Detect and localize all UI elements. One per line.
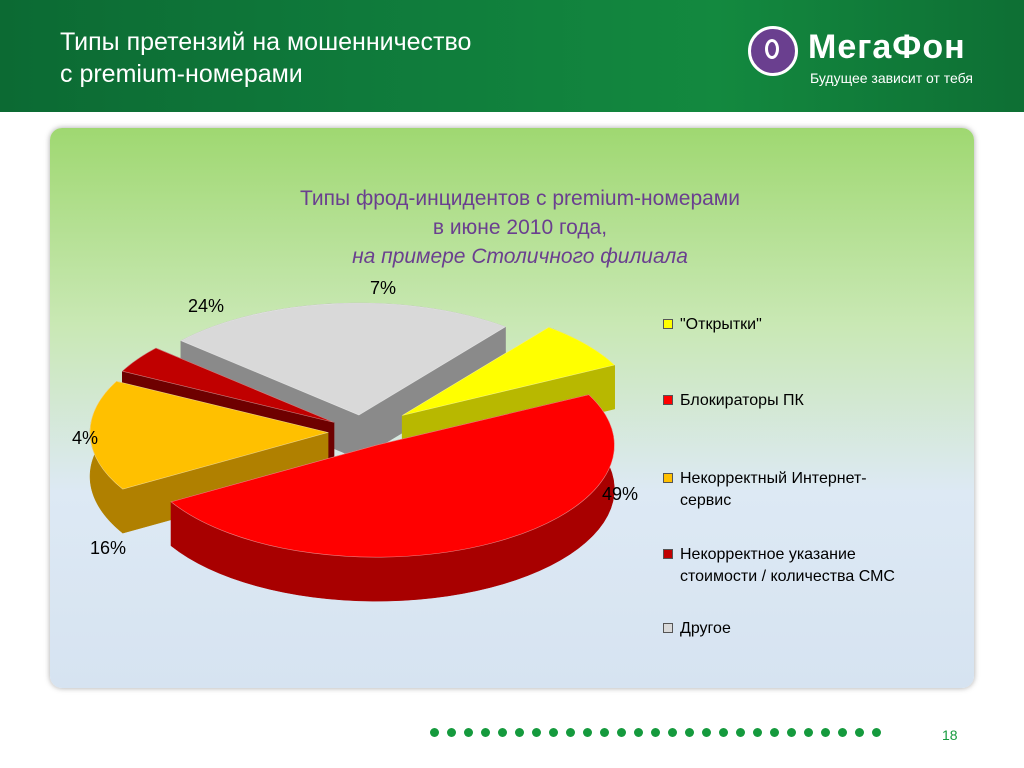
pie-slice-2 (89, 380, 330, 534)
footer-dot (753, 728, 762, 737)
footer-dot (549, 728, 558, 737)
footer-dot (770, 728, 779, 737)
data-label-0: 7% (370, 278, 397, 298)
legend-swatch-4 (663, 623, 673, 633)
footer-dot (821, 728, 830, 737)
data-label-1: 49% (602, 484, 639, 504)
footer-dot (634, 728, 643, 737)
footer-dot (583, 728, 592, 737)
footer-dot (617, 728, 626, 737)
legend-text: Другое (680, 620, 731, 637)
legend-item-0: "Открытки" (660, 314, 970, 336)
chart-title: Типы фрод-инцидентов с premium-номерами … (0, 184, 1024, 271)
logo-name: МегаФон (808, 28, 966, 66)
legend-item-1: Блокираторы ПК (660, 390, 970, 412)
footer-dot (498, 728, 507, 737)
legend-text: Некорректный Интернет- (680, 470, 867, 487)
chart-title-line3: на примере Столичного филиала (352, 245, 688, 268)
footer-dot (872, 728, 881, 737)
chart-title-line2: в июне 2010 года, (432, 216, 608, 239)
footer-dot (481, 728, 490, 737)
footer-dot (430, 728, 439, 737)
slide-title-line1: Типы претензий на мошенничество (60, 28, 472, 56)
megafon-logo: МегаФон Будущее зависит от тебя (748, 24, 1000, 94)
logo-tagline: Будущее зависит от тебя (810, 70, 973, 86)
footer-dot (600, 728, 609, 737)
legend-text: стоимости / количества СМС (680, 568, 895, 585)
footer-dot (804, 728, 813, 737)
footer-dot (651, 728, 660, 737)
footer-dot (532, 728, 541, 737)
pie-slice-1 (170, 394, 615, 602)
data-label-4: 24% (188, 296, 225, 316)
footer-dot (702, 728, 711, 737)
slide-title-line2: с premium-номерами (60, 60, 303, 88)
legend-text: сервис (680, 492, 732, 509)
header-bar: Типы претензий на мошенничество с premiu… (0, 0, 1024, 112)
legend-swatch-1 (663, 395, 673, 405)
footer-dot (566, 728, 575, 737)
footer-dot (736, 728, 745, 737)
footer-dot (685, 728, 694, 737)
footer-dots (430, 728, 890, 740)
legend-swatch-0 (663, 319, 673, 329)
footer-dot (515, 728, 524, 737)
footer-dot (787, 728, 796, 737)
legend-swatch-2 (663, 473, 673, 483)
legend-item-3: Некорректное указание стоимости / количес… (660, 544, 970, 588)
footer-dot (838, 728, 847, 737)
footer-dot (668, 728, 677, 737)
footer-dot (719, 728, 728, 737)
chart-title-line1: Типы фрод-инцидентов с premium-номерами (300, 187, 740, 210)
legend-swatch-3 (663, 549, 673, 559)
legend-item-4: Другое (660, 618, 970, 640)
legend-item-2: Некорректный Интернет-сервис (660, 468, 970, 512)
footer-dot (447, 728, 456, 737)
legend-text: Блокираторы ПК (680, 392, 804, 409)
slide-title: Типы претензий на мошенничество с premiu… (60, 26, 471, 90)
legend-text: Некорректное указание (680, 546, 856, 563)
megafon-logo-icon (748, 26, 798, 76)
legend-text: "Открытки" (680, 316, 762, 333)
data-label-3: 4% (72, 428, 99, 448)
footer-dot (464, 728, 473, 737)
page-number: 18 (942, 727, 958, 743)
data-label-2: 16% (90, 538, 127, 558)
footer-dot (855, 728, 864, 737)
